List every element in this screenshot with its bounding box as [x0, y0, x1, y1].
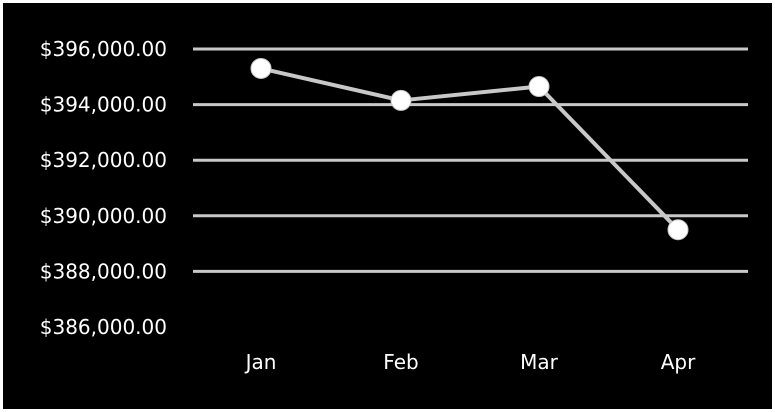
y-tick-label: $390,000.00 [40, 204, 167, 228]
x-tick-label: Feb [383, 350, 418, 374]
x-tick-label: Mar [520, 350, 559, 374]
line-chart: $396,000.00 $394,000.00 $392,000.00 $390,00… [40, 37, 748, 374]
series-layer [250, 57, 689, 241]
y-tick-label: $392,000.00 [40, 148, 167, 172]
x-tick-label: Apr [661, 350, 696, 374]
y-tick-label: $394,000.00 [40, 93, 167, 117]
grid-layer [193, 47, 748, 273]
data-point [667, 219, 689, 241]
data-point [390, 89, 412, 111]
x-tick-label: Jan [244, 350, 277, 374]
data-point [250, 57, 272, 79]
y-tick-label: $388,000.00 [40, 259, 167, 283]
y-tick-label: $396,000.00 [40, 37, 167, 61]
data-point [528, 76, 550, 98]
y-axis-tick-labels: $396,000.00 $394,000.00 $392,000.00 $390,00… [40, 37, 167, 339]
y-tick-label: $386,000.00 [40, 315, 167, 339]
series-line [260, 66, 680, 232]
x-axis-tick-labels: Jan Feb Mar Apr [244, 350, 696, 374]
chart-frame: $396,000.00 $394,000.00 $392,000.00 $390,00… [3, 3, 772, 409]
